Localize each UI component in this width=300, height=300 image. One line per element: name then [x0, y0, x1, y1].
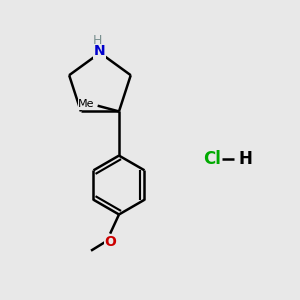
Text: Me: Me	[78, 99, 95, 109]
Text: O: O	[104, 235, 116, 249]
Text: H: H	[93, 34, 102, 47]
Text: Cl: Cl	[203, 150, 221, 168]
Text: H: H	[238, 150, 252, 168]
Text: N: N	[94, 44, 106, 58]
